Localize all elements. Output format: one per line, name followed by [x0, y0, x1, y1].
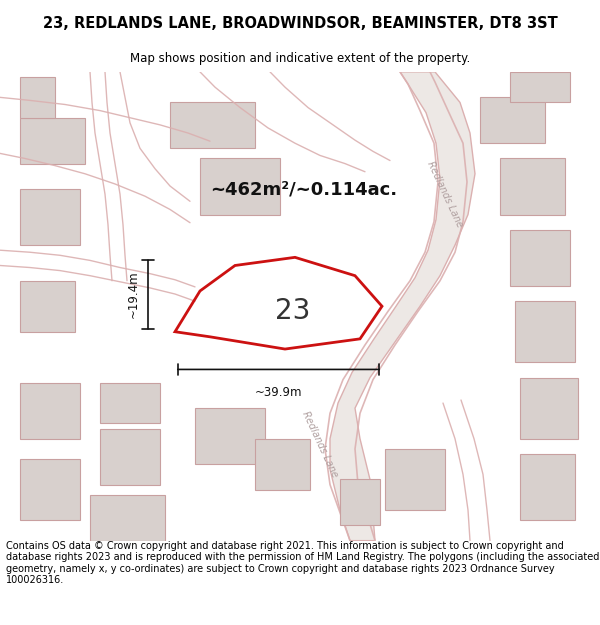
Polygon shape — [480, 98, 545, 143]
Polygon shape — [100, 382, 160, 424]
Text: ~19.4m: ~19.4m — [127, 271, 140, 318]
Polygon shape — [510, 72, 570, 102]
Text: 23: 23 — [275, 297, 310, 325]
Polygon shape — [100, 429, 160, 484]
Polygon shape — [200, 159, 280, 214]
Text: ~462m²/~0.114ac.: ~462m²/~0.114ac. — [210, 180, 397, 198]
Polygon shape — [170, 102, 255, 148]
Polygon shape — [20, 77, 55, 118]
Polygon shape — [20, 382, 80, 439]
Polygon shape — [500, 159, 565, 214]
Text: Contains OS data © Crown copyright and database right 2021. This information is : Contains OS data © Crown copyright and d… — [6, 541, 599, 586]
Polygon shape — [520, 378, 578, 439]
Polygon shape — [515, 301, 575, 362]
Text: Redlands Lane: Redlands Lane — [425, 159, 465, 229]
Polygon shape — [20, 118, 85, 164]
Polygon shape — [20, 281, 75, 332]
Polygon shape — [520, 454, 575, 520]
Polygon shape — [255, 439, 310, 489]
Polygon shape — [20, 459, 80, 520]
Polygon shape — [340, 479, 380, 526]
Polygon shape — [510, 230, 570, 286]
Polygon shape — [20, 189, 80, 245]
Polygon shape — [195, 408, 265, 464]
Text: ~39.9m: ~39.9m — [255, 386, 302, 399]
Polygon shape — [90, 495, 165, 541]
Polygon shape — [385, 449, 445, 510]
Text: Map shows position and indicative extent of the property.: Map shows position and indicative extent… — [130, 52, 470, 65]
Text: 23, REDLANDS LANE, BROADWINDSOR, BEAMINSTER, DT8 3ST: 23, REDLANDS LANE, BROADWINDSOR, BEAMINS… — [43, 16, 557, 31]
Text: Redlands Lane: Redlands Lane — [300, 409, 340, 479]
Polygon shape — [330, 72, 475, 541]
